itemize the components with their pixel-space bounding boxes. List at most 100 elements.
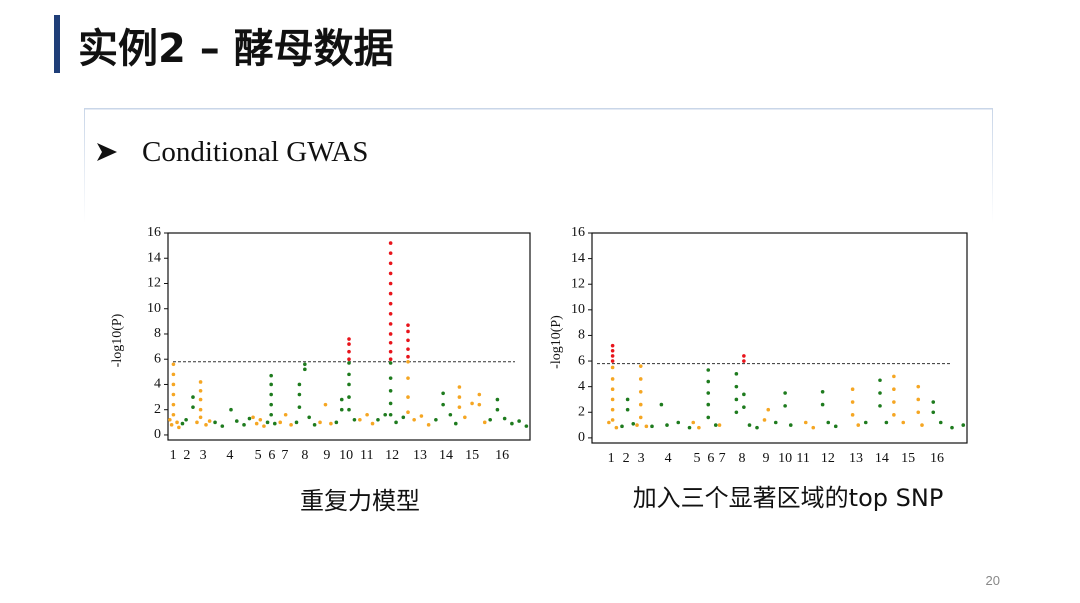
snp-point [610, 354, 615, 358]
x-tick-label: 3 [638, 451, 645, 466]
x-tick-label: 16 [930, 451, 944, 466]
snp-point [195, 420, 199, 425]
snp-point [198, 407, 203, 412]
snp-point [742, 359, 746, 363]
snp-point [638, 389, 643, 394]
snp-point [318, 420, 322, 425]
snp-point [524, 424, 529, 428]
snp-point [610, 397, 615, 402]
snp-point [878, 378, 882, 383]
snp-point [938, 420, 943, 425]
snp-point [297, 405, 302, 409]
snp-point [961, 423, 966, 427]
snp-point [177, 425, 181, 430]
snp-point [213, 420, 217, 425]
snp-point [916, 384, 921, 389]
snp-point [339, 407, 344, 412]
snp-point [625, 407, 630, 412]
y-axis-label: -log10(P) [110, 313, 125, 367]
x-tick-label: 4 [226, 448, 233, 463]
snp-point [650, 424, 654, 429]
snp-point [278, 420, 283, 425]
snp-point [388, 281, 393, 286]
snp-point [347, 357, 351, 362]
y-tick-label: 0 [154, 427, 161, 442]
snp-point [734, 384, 739, 389]
snp-point [272, 421, 277, 426]
snp-point [171, 362, 176, 367]
x-tick-label: 9 [323, 448, 330, 463]
snp-point [892, 413, 896, 417]
x-tick-label: 8 [301, 448, 308, 463]
y-tick-label: 12 [571, 276, 585, 291]
snp-point [734, 372, 739, 376]
snp-point [229, 407, 233, 412]
snp-point [412, 418, 416, 422]
snp-point [488, 418, 492, 422]
snp-point [388, 311, 393, 316]
snp-point [856, 423, 861, 427]
snp-point [269, 392, 273, 397]
snp-point [388, 301, 393, 306]
snp-point [892, 387, 896, 392]
snp-point [258, 418, 263, 422]
snp-point [742, 405, 746, 409]
y-tick-label: 2 [154, 402, 161, 417]
x-tick-label: 1 [608, 451, 615, 466]
snp-point [517, 419, 521, 423]
snp-point [610, 407, 615, 412]
y-tick-label: 14 [147, 250, 161, 265]
x-tick-label: 3 [200, 448, 207, 463]
snp-point [251, 415, 255, 420]
snp-point [884, 420, 889, 425]
snp-point [329, 421, 333, 426]
snp-point [388, 357, 393, 362]
snp-point [706, 391, 711, 395]
snp-point [269, 402, 273, 407]
snp-point [388, 401, 393, 406]
snp-point [607, 420, 611, 425]
title-bar [54, 15, 60, 73]
snp-point [448, 412, 453, 417]
snp-point [297, 382, 302, 387]
snp-point [892, 374, 896, 379]
snp-point [198, 415, 203, 420]
snp-point [175, 420, 179, 425]
y-tick-label: 8 [154, 326, 161, 341]
snp-point [477, 402, 482, 407]
x-tick-label: 6 [268, 448, 275, 463]
y-tick-label: 6 [154, 351, 161, 366]
x-tick-label: 7 [719, 451, 726, 466]
snp-point [352, 418, 357, 422]
y-tick-label: 8 [578, 328, 585, 343]
snp-point [294, 420, 299, 425]
x-tick-label: 13 [413, 448, 427, 463]
snp-point [370, 421, 375, 426]
snp-point [394, 420, 398, 425]
snp-point [610, 343, 615, 348]
snp-point [697, 425, 701, 430]
snp-point [892, 400, 896, 404]
x-tick-label: 12 [821, 451, 835, 466]
y-tick-label: 0 [578, 430, 585, 445]
snp-point [457, 385, 462, 389]
snp-point [495, 397, 500, 402]
y-axis-label: -log10(P) [549, 315, 564, 369]
snp-point [312, 423, 317, 427]
snp-point [254, 421, 259, 426]
snp-point [644, 424, 649, 429]
x-tick-label: 2 [623, 451, 630, 466]
snp-point [191, 405, 195, 409]
snp-point [747, 423, 752, 427]
snp-point [265, 420, 270, 425]
snp-point [303, 362, 307, 367]
snp-point [717, 423, 722, 427]
snp-point [820, 389, 825, 394]
snp-point [347, 349, 351, 354]
bullet-arrow [97, 143, 117, 161]
snp-point [220, 424, 225, 428]
plot-frame [591, 232, 968, 444]
snp-point [303, 367, 307, 372]
